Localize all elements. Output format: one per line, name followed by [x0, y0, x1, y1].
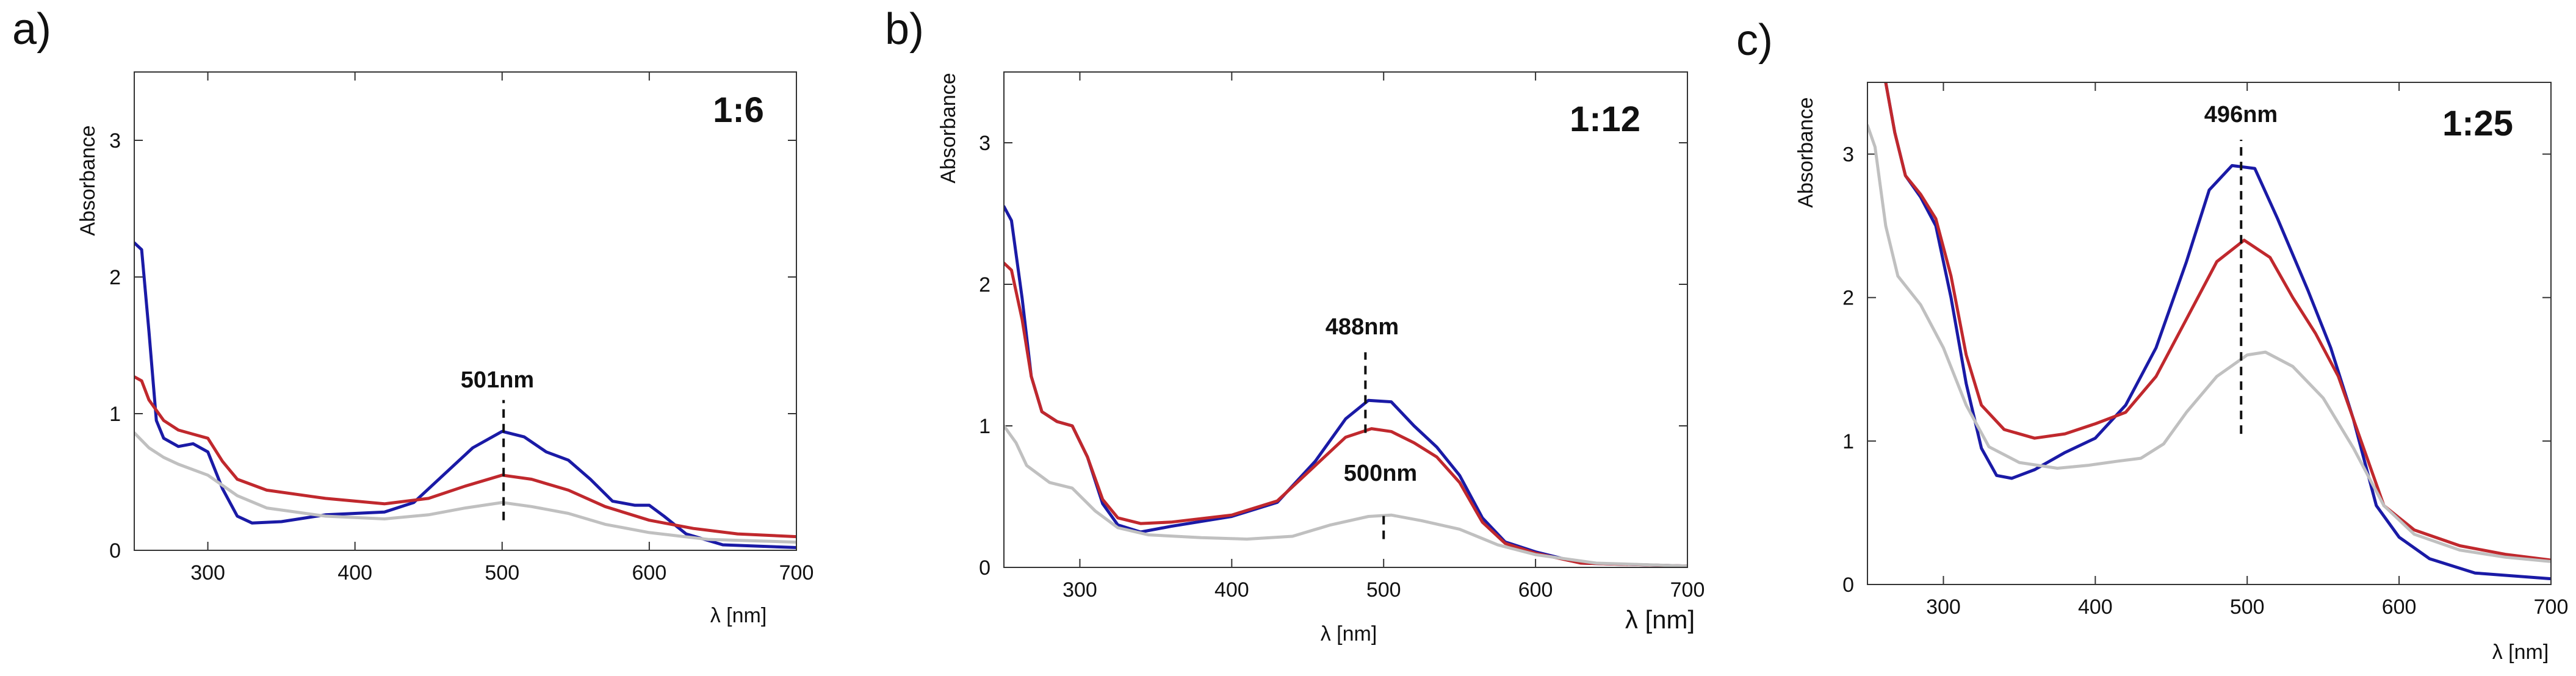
plot-frame: [1003, 71, 1688, 568]
plot-frame: [134, 71, 797, 551]
panel-a: a) Absorbance λ [nm] 1:6 501nm 0 1 2 3 300 4…: [12, 5, 814, 627]
series-gray-line: [134, 431, 796, 544]
x-tick-label: 500: [485, 561, 519, 584]
panel-b-yticks: 0 1 2 3: [979, 132, 1687, 580]
panel-c-ylabel: Absorbance: [1794, 97, 1817, 207]
y-tick-label: 2: [979, 273, 990, 297]
panel-a-letter: a): [12, 5, 51, 54]
panel-a-peak-label: 501nm: [461, 367, 534, 393]
series-gray-line: [1004, 424, 1687, 567]
x-tick-label: 400: [1214, 578, 1249, 602]
x-tick-label: 300: [190, 561, 225, 584]
panel-b-ylabel: Absorbance: [937, 73, 960, 183]
panel-c-plot: [1867, 82, 2552, 585]
y-tick-label: 3: [979, 132, 990, 155]
y-tick-label: 3: [1842, 143, 1854, 167]
panel-a-xlabel: λ [nm]: [710, 604, 767, 627]
series-red-line: [1004, 261, 1687, 567]
y-tick-label: 0: [109, 539, 121, 563]
panel-c-xticks: 300 400 500 600 700: [1926, 82, 2568, 619]
y-tick-label: 2: [1842, 287, 1854, 310]
panel-c-yticks: 0 1 2 3: [1842, 143, 2551, 597]
panel-b-peak-label: 488nm: [1326, 314, 1399, 340]
series-red-line: [134, 375, 796, 539]
x-tick-label: 600: [632, 561, 667, 584]
panel-c-letter: c): [1736, 16, 1773, 65]
x-tick-label: 400: [337, 561, 372, 584]
panel-b-ratio: 1:12: [1570, 99, 1640, 139]
x-tick-label: 400: [2078, 595, 2113, 619]
y-tick-label: 1: [979, 415, 990, 438]
panel-b-peak2-label: 500nm: [1344, 461, 1417, 486]
x-tick-label: 300: [1926, 595, 1961, 619]
x-tick-label: 700: [1670, 578, 1705, 602]
x-tick-label: 600: [2382, 595, 2417, 619]
y-tick-label: 3: [109, 129, 121, 153]
plot-frame: [1867, 82, 2552, 585]
panel-c: c) Absorbance λ [nm] 1:25 496nm 0 1 2 3 300…: [1736, 16, 2568, 664]
x-tick-label: 700: [2534, 595, 2569, 619]
panel-c-peak-label: 496nm: [2204, 102, 2278, 128]
panel-a-ylabel: Absorbance: [76, 125, 99, 236]
y-tick-label: 0: [1842, 574, 1854, 597]
series-blue-line: [1884, 82, 2551, 581]
x-tick-label: 500: [2230, 595, 2265, 619]
panel-b-xlabel-outer: λ [nm]: [1625, 605, 1695, 634]
series-gray-line: [1867, 124, 2551, 563]
panel-b-xlabel: λ [nm]: [1321, 622, 1377, 645]
x-tick-label: 300: [1063, 578, 1097, 602]
x-tick-label: 500: [1366, 578, 1401, 602]
x-tick-label: 600: [1518, 578, 1553, 602]
panel-a-xticks: 300 400 500 600 700: [190, 72, 814, 584]
y-tick-label: 1: [109, 403, 121, 426]
y-tick-label: 1: [1842, 430, 1854, 453]
panel-a-ratio: 1:6: [713, 90, 764, 130]
y-tick-label: 2: [109, 266, 121, 289]
panel-a-plot: [134, 71, 797, 551]
panel-b-xticks: 300 400 500 600 700: [1063, 72, 1705, 602]
panel-b-plot: [1003, 71, 1688, 568]
panel-a-yticks: 0 1 2 3: [109, 129, 796, 563]
y-tick-label: 0: [979, 556, 990, 580]
series-blue-line: [134, 241, 796, 549]
panel-c-xlabel: λ [nm]: [2492, 641, 2549, 664]
series-blue-line: [1004, 204, 1687, 567]
series-red-line: [1884, 82, 2551, 562]
panel-c-ratio: 1:25: [2442, 104, 2513, 143]
panel-b: b) Absorbance λ [nm] λ [nm] 1:12 488nm 5…: [885, 5, 1705, 645]
x-tick-label: 700: [779, 561, 814, 584]
panel-b-letter: b): [885, 5, 924, 54]
